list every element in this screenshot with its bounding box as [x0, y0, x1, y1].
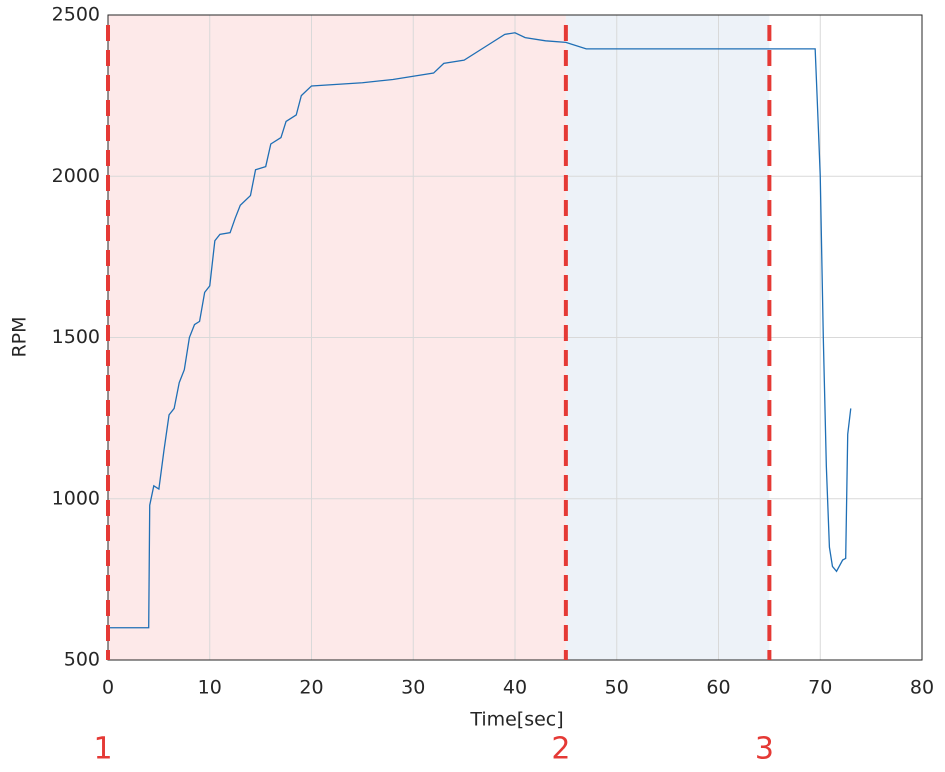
y-tick-label: 1000 — [52, 487, 100, 509]
x-tick-label: 30 — [401, 677, 425, 699]
marker-label: 3 — [755, 732, 774, 767]
y-tick-label: 2500 — [52, 4, 100, 26]
x-tick-label: 10 — [198, 677, 222, 699]
y-axis-label: RPM — [9, 316, 31, 357]
x-tick-label: 0 — [102, 677, 114, 699]
x-tick-label: 60 — [706, 677, 730, 699]
y-tick-label: 2000 — [52, 165, 100, 187]
x-axis-label: Time[sec] — [469, 709, 563, 731]
x-tick-label: 40 — [503, 677, 527, 699]
x-tick-label: 80 — [910, 677, 934, 699]
x-tick-label: 20 — [299, 677, 323, 699]
x-tick-label: 70 — [808, 677, 832, 699]
marker-label: 2 — [551, 732, 570, 767]
data-line — [108, 32, 852, 629]
marker-label: 1 — [93, 732, 112, 767]
x-tick-label: 50 — [605, 677, 629, 699]
y-tick-label: 1500 — [52, 326, 100, 348]
y-tick-label: 500 — [64, 649, 100, 671]
